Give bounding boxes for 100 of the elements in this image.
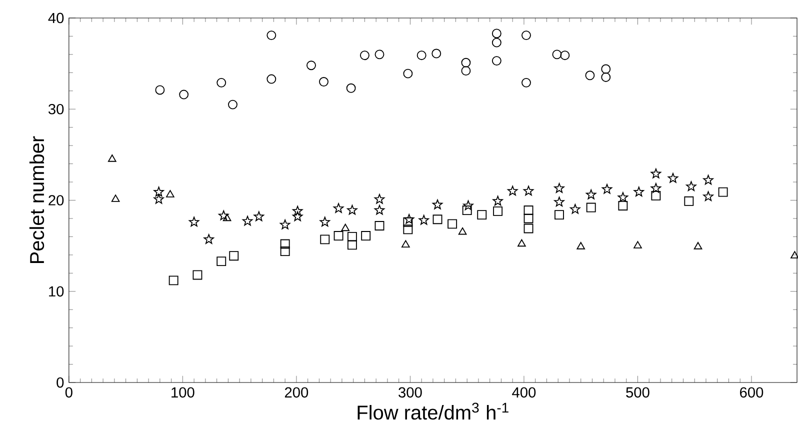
- point: [585, 70, 595, 80]
- point: [347, 204, 358, 214]
- point: [492, 38, 502, 48]
- point: [266, 30, 276, 40]
- point: [650, 182, 662, 193]
- point: [179, 90, 189, 100]
- y-axis-title: Peclet number: [29, 136, 44, 263]
- point: [554, 182, 564, 193]
- point: [586, 189, 596, 199]
- point: [790, 250, 798, 258]
- point: [618, 192, 628, 202]
- point: [507, 186, 518, 196]
- x-tick-label: 200: [284, 387, 308, 398]
- point: [432, 48, 442, 58]
- point: [601, 64, 611, 74]
- point: [524, 214, 534, 223]
- y-tick-label: 20: [48, 194, 64, 206]
- point: [168, 276, 178, 285]
- point: [650, 168, 662, 178]
- point: [492, 196, 503, 206]
- point: [108, 154, 116, 162]
- point: [229, 250, 239, 260]
- point: [403, 217, 413, 227]
- point: [192, 270, 202, 280]
- point: [280, 246, 290, 256]
- point: [403, 68, 413, 78]
- point: [347, 232, 357, 242]
- point: [320, 234, 330, 244]
- y-tick-label: 10: [49, 286, 64, 296]
- point: [601, 72, 611, 82]
- point: [668, 172, 678, 183]
- point: [416, 50, 426, 60]
- point: [402, 240, 410, 248]
- point: [319, 76, 328, 86]
- point: [155, 85, 165, 94]
- point: [586, 202, 596, 212]
- point: [404, 214, 414, 224]
- point: [523, 186, 534, 196]
- point: [560, 50, 570, 60]
- point: [576, 242, 586, 250]
- point: [493, 206, 503, 216]
- point: [477, 210, 487, 220]
- x-tick-label: 0: [65, 387, 72, 398]
- point: [341, 224, 350, 231]
- point: [522, 30, 531, 40]
- point: [306, 60, 316, 70]
- point: [524, 224, 534, 234]
- x-tick-label: 100: [172, 387, 194, 398]
- point: [361, 230, 371, 240]
- point: [346, 83, 356, 93]
- point: [374, 194, 385, 204]
- point: [204, 234, 214, 244]
- point: [216, 78, 226, 88]
- point: [222, 214, 232, 221]
- point: [403, 224, 413, 234]
- point: [448, 218, 458, 228]
- point: [374, 220, 384, 230]
- point: [166, 190, 174, 198]
- point: [360, 50, 370, 60]
- point: [492, 56, 502, 66]
- point: [280, 239, 290, 248]
- point: [418, 214, 429, 225]
- point: [228, 100, 238, 110]
- x-tick-label: 500: [626, 387, 650, 398]
- point: [374, 49, 384, 59]
- y-tick-label: 0: [56, 377, 64, 388]
- point: [242, 216, 253, 226]
- point: [280, 219, 290, 230]
- x-tick-label: 300: [398, 387, 422, 398]
- point: [703, 191, 714, 201]
- point: [651, 190, 661, 200]
- point: [703, 174, 714, 184]
- point: [522, 78, 531, 88]
- point: [334, 230, 344, 240]
- point: [218, 210, 229, 220]
- point: [461, 66, 471, 76]
- point: [216, 256, 226, 266]
- point: [458, 227, 467, 235]
- point: [554, 196, 564, 206]
- point: [634, 240, 642, 248]
- point: [463, 200, 474, 210]
- point: [554, 210, 564, 220]
- point: [602, 184, 612, 194]
- point: [432, 199, 443, 210]
- point: [686, 180, 696, 191]
- x-tick-label: 400: [512, 387, 536, 398]
- point: [570, 204, 580, 214]
- x-axis-title: Flow rate/dm$^{3}$ h$^{-1}$: [358, 402, 508, 420]
- point: [432, 214, 442, 224]
- point: [462, 205, 472, 215]
- y-tick-label: 30: [48, 104, 64, 114]
- point: [320, 216, 330, 226]
- x-tick-label: 600: [740, 387, 764, 398]
- y-tick-label: 40: [48, 12, 64, 23]
- point: [374, 204, 385, 214]
- point: [254, 211, 264, 221]
- point: [292, 206, 303, 216]
- point: [333, 202, 344, 213]
- point: [292, 211, 303, 221]
- point: [694, 242, 702, 250]
